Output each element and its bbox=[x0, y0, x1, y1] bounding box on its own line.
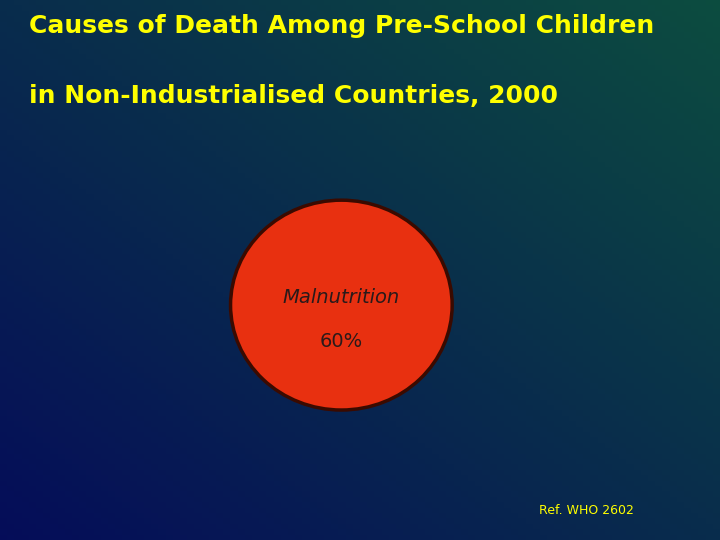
Text: in Non-Industrialised Countries, 2000: in Non-Industrialised Countries, 2000 bbox=[29, 84, 558, 108]
Text: 60%: 60% bbox=[320, 332, 363, 351]
Ellipse shape bbox=[230, 200, 452, 410]
Text: Causes of Death Among Pre-School Children: Causes of Death Among Pre-School Childre… bbox=[29, 14, 654, 38]
Text: Ref. WHO 2602: Ref. WHO 2602 bbox=[539, 504, 634, 517]
Text: Malnutrition: Malnutrition bbox=[283, 288, 400, 307]
